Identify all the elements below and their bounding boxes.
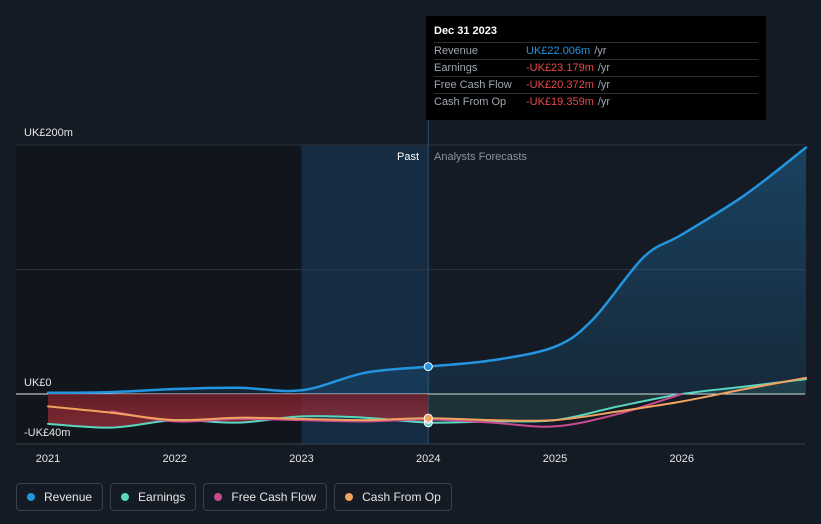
series-line-revenue: [46, 146, 808, 395]
tooltip-row-name: Earnings: [434, 62, 478, 74]
x-tick-label: 2026: [670, 453, 694, 465]
x-tick-label: 2024: [416, 453, 440, 465]
past-label: Past: [397, 151, 419, 163]
forecast-label: Analysts Forecasts: [434, 151, 527, 163]
revenue-area: [48, 147, 806, 394]
cash-from-op-marker: [423, 413, 433, 423]
y-axis-top-label: UK£200m: [24, 127, 73, 139]
tooltip-row-value: -UK£23.179m/yr: [526, 62, 611, 74]
x-tick-label: 2022: [163, 453, 187, 465]
legend-dot-icon: [214, 493, 223, 501]
tooltip-row-value: -UK£19.359m/yr: [526, 96, 611, 108]
earnings-forecast-area: [428, 379, 806, 423]
y-axis-zero-label: UK£0: [24, 377, 52, 389]
legend-item-cash-from-op[interactable]: Cash From Op: [334, 483, 452, 511]
x-tick-label: 2021: [36, 453, 60, 465]
hover-tooltip: Dec 31 2023 Revenue UK£22.006m/yr Earnin…: [426, 16, 766, 120]
tooltip-row-revenue: Revenue UK£22.006m/yr: [434, 42, 758, 60]
earnings-past-area: [48, 394, 429, 428]
revenue-marker: [423, 362, 433, 372]
legend-item-revenue[interactable]: Revenue: [16, 483, 104, 511]
legend-dot-icon: [121, 493, 130, 501]
tooltip-row-value: -UK£20.372m/yr: [526, 79, 611, 91]
tooltip-date: Dec 31 2023: [434, 25, 497, 37]
tooltip-row-free-cash-flow: Free Cash Flow -UK£20.372m/yr: [434, 76, 758, 94]
legend-item-free-cash-flow[interactable]: Free Cash Flow: [203, 483, 328, 511]
tooltip-row-name: Cash From Op: [434, 96, 507, 108]
legend-label: Earnings: [138, 490, 186, 504]
legend-dot-icon: [27, 493, 35, 501]
legend-item-earnings[interactable]: Earnings: [110, 483, 197, 511]
x-tick-label: 2023: [289, 453, 313, 465]
x-tick-label: 2025: [543, 453, 567, 465]
tooltip-row-name: Free Cash Flow: [434, 79, 512, 91]
legend-label: Free Cash Flow: [231, 490, 317, 504]
tooltip-row-earnings: Earnings -UK£23.179m/yr: [434, 59, 758, 77]
tooltip-row-cash-from-op: Cash From Op -UK£19.359m/yr: [434, 93, 758, 111]
tooltip-row-name: Revenue: [434, 45, 479, 57]
tooltip-row-value: UK£22.006m/yr: [526, 45, 607, 57]
y-axis-bottom-label: -UK£40m: [24, 427, 70, 439]
series-line-free-cash-flow: [110, 393, 683, 428]
legend-dot-icon: [345, 493, 354, 501]
legend-label: Cash From Op: [362, 490, 441, 504]
legend-label: Revenue: [44, 490, 93, 504]
chart-legend: Revenue Earnings Free Cash Flow Cash Fro…: [16, 483, 452, 511]
